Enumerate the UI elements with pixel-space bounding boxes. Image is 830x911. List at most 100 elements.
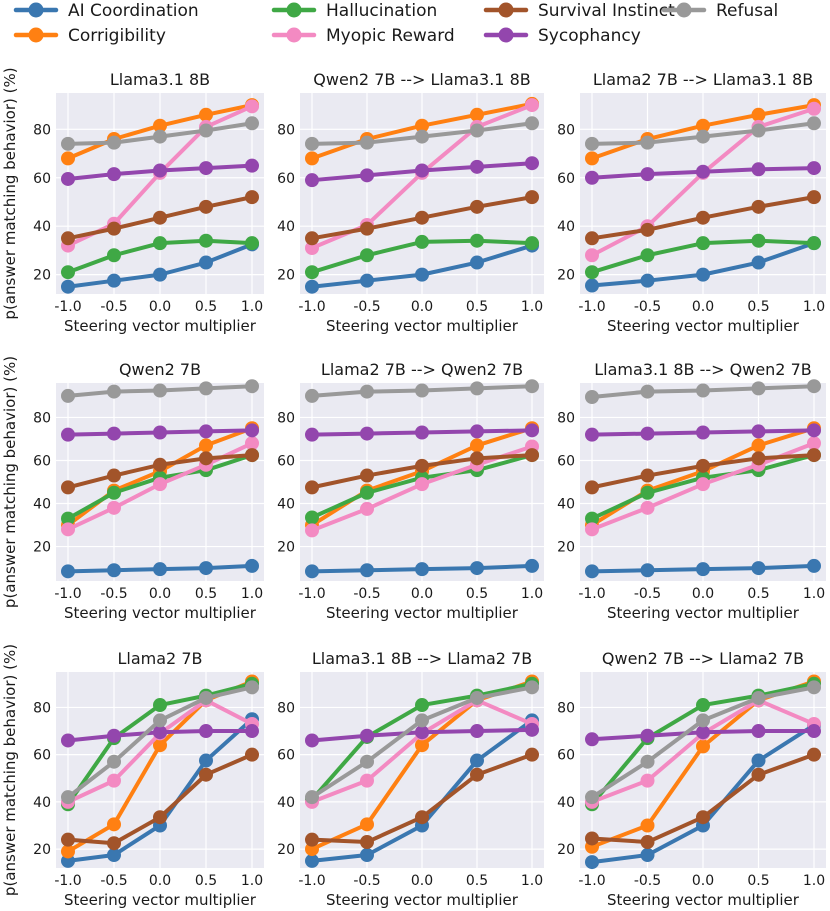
data-point bbox=[61, 522, 75, 537]
data-point bbox=[640, 135, 655, 150]
panel-qwen2-7b-llama3-1-8b: -1.0 -0.5 0.0 0.5 1.0 20 40 60 80 Qwen2 7B --> Ll… bbox=[277, 70, 544, 335]
data-point bbox=[61, 790, 75, 805]
data-point bbox=[245, 379, 259, 394]
data-point bbox=[245, 448, 259, 463]
data-point bbox=[415, 163, 429, 178]
data-point bbox=[807, 379, 821, 394]
x-axis-label: Steering vector multiplier bbox=[64, 604, 257, 622]
series-survival-instinct bbox=[305, 448, 539, 495]
x-tick-label: 0.0 bbox=[692, 873, 714, 889]
data-point bbox=[245, 236, 259, 251]
data-point bbox=[107, 221, 121, 236]
data-point bbox=[807, 101, 821, 116]
x-tick-label: 0.5 bbox=[466, 586, 488, 602]
data-point bbox=[305, 853, 319, 868]
panel-title: Llama2 7B --> Qwen2 7B bbox=[321, 360, 523, 379]
data-point bbox=[696, 562, 710, 577]
data-point bbox=[61, 844, 75, 859]
y-tick-label: 20 bbox=[557, 540, 575, 556]
legend-item-refusal: Refusal bbox=[661, 1, 778, 21]
data-point bbox=[360, 468, 374, 483]
data-point bbox=[360, 835, 374, 850]
data-point bbox=[640, 426, 655, 441]
y-tick-label: 60 bbox=[557, 171, 575, 187]
data-point bbox=[415, 477, 429, 492]
x-tick-label: 0.5 bbox=[195, 299, 217, 315]
data-point bbox=[585, 732, 599, 747]
series-survival-instinct bbox=[305, 190, 539, 246]
panel-llama3-1-8b: -1.0 -0.5 0.0 0.5 1.0 20 40 60 80 Llama3.1 8B Stee… bbox=[33, 70, 264, 335]
data-point bbox=[199, 753, 213, 768]
data-point bbox=[305, 231, 319, 246]
panel-title: Llama3.1 8B --> Llama2 7B bbox=[312, 649, 532, 668]
panel-title: Llama2 7B --> Llama3.1 8B bbox=[593, 70, 813, 89]
data-point bbox=[585, 265, 599, 280]
legend-label: Survival Instinct bbox=[538, 1, 675, 21]
data-point bbox=[525, 722, 539, 737]
data-point bbox=[61, 279, 75, 294]
y-tick-label: 80 bbox=[557, 122, 575, 138]
legend-marker bbox=[676, 2, 692, 18]
x-tick-label: 1.0 bbox=[521, 586, 543, 602]
data-point bbox=[153, 810, 167, 825]
data-point bbox=[640, 384, 655, 399]
data-point bbox=[360, 135, 374, 150]
data-point bbox=[807, 423, 821, 438]
y-tick-label: 60 bbox=[277, 453, 295, 469]
data-point bbox=[360, 563, 374, 578]
legend-label: AI Coordination bbox=[68, 1, 199, 21]
x-axis-label: Steering vector multiplier bbox=[607, 891, 800, 909]
data-point bbox=[751, 424, 766, 439]
x-tick-label: -0.5 bbox=[353, 873, 380, 889]
data-point bbox=[305, 832, 319, 847]
data-point bbox=[585, 389, 599, 404]
data-point bbox=[107, 817, 121, 832]
panel-llama3-1-8b-llama2-7b: -1.0 -0.5 0.0 0.5 1.0 20 40 60 80 Llama3.1 8B -->… bbox=[277, 649, 544, 909]
x-axis-label: Steering vector multiplier bbox=[326, 317, 519, 335]
data-point bbox=[696, 810, 710, 825]
x-tick-label: 0.0 bbox=[149, 873, 171, 889]
panel-title: Qwen2 7B --> Llama3.1 8B bbox=[313, 70, 530, 89]
data-point bbox=[199, 381, 213, 396]
data-point bbox=[415, 234, 429, 249]
data-point bbox=[61, 171, 75, 186]
data-point bbox=[751, 233, 766, 248]
x-tick-label: 1.0 bbox=[803, 299, 825, 315]
data-point bbox=[360, 384, 374, 399]
data-point bbox=[470, 255, 484, 270]
data-point bbox=[199, 767, 213, 782]
data-point bbox=[640, 222, 655, 237]
data-point bbox=[199, 690, 213, 705]
y-tick-label: 20 bbox=[277, 268, 295, 284]
data-point bbox=[360, 501, 374, 516]
data-point bbox=[696, 267, 710, 282]
data-point bbox=[305, 279, 319, 294]
data-point bbox=[470, 561, 484, 576]
x-axis-label: Steering vector multiplier bbox=[64, 317, 257, 335]
data-point bbox=[470, 233, 484, 248]
series-sycophancy bbox=[61, 423, 259, 442]
data-point bbox=[415, 725, 429, 740]
data-point bbox=[585, 427, 599, 442]
panel-title: Qwen2 7B --> Llama2 7B bbox=[602, 649, 804, 668]
data-point bbox=[360, 754, 374, 769]
data-point bbox=[470, 107, 484, 122]
data-point bbox=[199, 255, 213, 270]
data-point bbox=[107, 728, 121, 743]
data-point bbox=[199, 161, 213, 176]
data-point bbox=[470, 123, 484, 138]
data-point bbox=[640, 773, 655, 788]
data-point bbox=[415, 129, 429, 144]
legend-label: Corrigibility bbox=[68, 26, 166, 46]
y-tick-label: 60 bbox=[277, 171, 295, 187]
data-point bbox=[696, 164, 710, 179]
data-point bbox=[245, 436, 259, 451]
data-point bbox=[585, 790, 599, 805]
y-tick-label: 60 bbox=[33, 171, 51, 187]
series-sycophancy bbox=[585, 161, 821, 185]
series-refusal bbox=[585, 680, 821, 805]
data-point bbox=[305, 510, 319, 525]
data-point bbox=[525, 236, 539, 251]
series-sycophancy bbox=[585, 724, 821, 747]
series-survival-instinct bbox=[61, 747, 259, 851]
